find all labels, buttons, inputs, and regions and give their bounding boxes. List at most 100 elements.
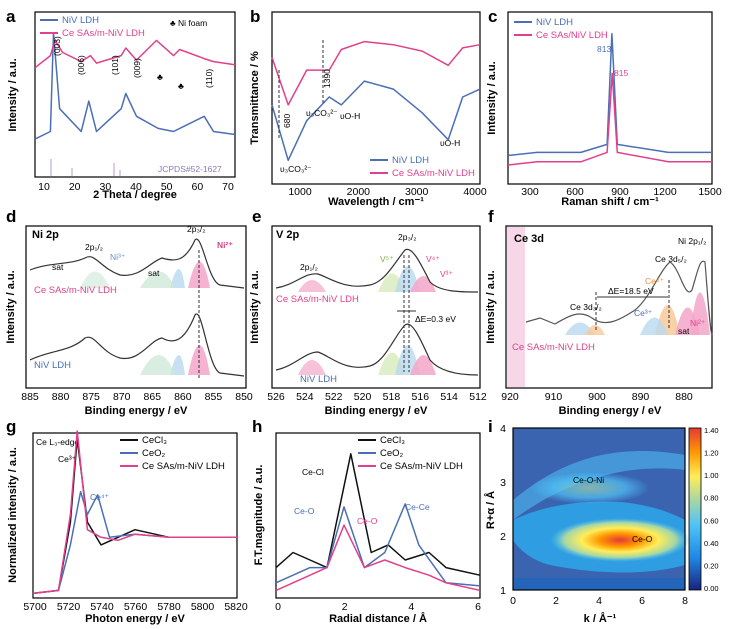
xps-fits-e bbox=[275, 248, 479, 376]
colorbar-tick-7: 1.40 bbox=[704, 426, 719, 435]
y-label-i: R+α / Å bbox=[484, 491, 497, 529]
x-tick-h-3: 6 bbox=[475, 601, 481, 613]
x-tick-c-0: 300 bbox=[521, 186, 539, 198]
x-ticks-e: 526 524 522 520 518 516 514 512 bbox=[267, 391, 487, 403]
y-label-b: Transmittance / % bbox=[249, 51, 261, 145]
x-tick-d-7: 850 bbox=[235, 391, 253, 403]
x-tick-e-7: 512 bbox=[469, 391, 487, 403]
ann-1390: 1390 bbox=[322, 69, 332, 88]
series-line-a-0 bbox=[34, 32, 236, 140]
x-tick-f-1: 910 bbox=[545, 391, 563, 403]
panel-letter-i: i bbox=[488, 417, 493, 436]
fit-ni3-bot bbox=[170, 355, 185, 375]
sample-bot-d: NiV LDH bbox=[34, 360, 71, 371]
title-e: V 2p bbox=[276, 229, 300, 241]
highlight-band-f bbox=[507, 227, 525, 387]
y-label-c: Intensity / a.u. bbox=[486, 61, 498, 134]
x-tick-e-0: 526 bbox=[267, 391, 285, 403]
series-line-c-0 bbox=[507, 32, 712, 157]
x-tick-e-6: 514 bbox=[440, 391, 458, 403]
colorbar-tick-5: 1.00 bbox=[704, 471, 719, 480]
label-ce-o-2: Ce-O bbox=[357, 516, 378, 526]
fit-12-top bbox=[298, 280, 326, 292]
x-tick-a-1: 20 bbox=[69, 181, 81, 193]
xps-fits-d bbox=[29, 238, 245, 380]
series-line-c-1 bbox=[507, 72, 712, 166]
jcpds-label: JCPDS#52-1627 bbox=[158, 164, 222, 174]
colorbar-tick-4: 0.80 bbox=[704, 494, 719, 503]
label-sat-2: sat bbox=[148, 268, 160, 278]
panel-i: i 0 2 4 6 8 1 2 3 4 k / Å⁻¹ R+α / Å Ce-O-Ni Ce-O… bbox=[484, 417, 719, 625]
x-label-d: Binding energy / eV bbox=[85, 405, 188, 417]
peak-009: (009) bbox=[132, 58, 142, 78]
y-label-d: Intensity / a.u. bbox=[5, 270, 17, 343]
fit-ni-12 bbox=[690, 292, 710, 335]
x-tick-g-3: 5760 bbox=[124, 601, 148, 613]
heatmap-ceoni-region bbox=[530, 472, 650, 504]
x-tick-f-4: 880 bbox=[675, 391, 693, 403]
label-sat-1: sat bbox=[52, 262, 64, 272]
x-label-b: Wavelength / cm⁻¹ bbox=[328, 196, 424, 208]
label-ni2: Ni²⁺ bbox=[217, 240, 233, 250]
panel-e: e V 2p 526 524 522 520 518 516 514 512 Binding … bbox=[249, 207, 487, 417]
plot-frame-e bbox=[271, 225, 481, 389]
plot-frame-i bbox=[512, 427, 686, 591]
legend-a: NiV LDH Ce SAs/m-NiV LDH ♣ Ni foam bbox=[40, 15, 207, 39]
axis-ticks-i: 0 2 4 6 8 1 2 3 4 bbox=[500, 423, 688, 607]
x-ticks-b: 1000 2000 3000 4000 bbox=[288, 186, 487, 198]
x-tick-c-4: 1500 bbox=[698, 186, 722, 198]
legend-text-h-2: CeO₂ bbox=[380, 448, 404, 459]
y-label-h: F.T.magnitude / a.u. bbox=[253, 465, 265, 566]
x-label-a: 2 Theta / degree bbox=[93, 189, 177, 201]
x-tick-b-3: 4000 bbox=[463, 186, 487, 198]
fit-ni3-top bbox=[170, 269, 185, 288]
label-ce-3d32: Ce 3d₃/₂ bbox=[570, 302, 602, 312]
sample-top-e: Ce SAs/m-NiV LDH bbox=[276, 294, 359, 305]
legend-text-g-2: CeO₂ bbox=[142, 448, 166, 459]
title-g: Ce L₃-edge bbox=[36, 437, 79, 447]
y-tick-i-3: 4 bbox=[500, 423, 506, 435]
fit-sat-bot bbox=[140, 355, 175, 375]
y-label-g: Normalized intensity / a.u. bbox=[7, 447, 19, 583]
ann-680: 680 bbox=[282, 114, 292, 128]
x-tick-g-0: 5700 bbox=[23, 601, 47, 613]
panel-letter-b: b bbox=[250, 7, 260, 26]
x-label-e: Binding energy / eV bbox=[325, 405, 428, 417]
legend-text-b-1: NiV LDH bbox=[392, 155, 429, 166]
series-group-a bbox=[34, 32, 236, 140]
y-label-e: Intensity / a.u. bbox=[249, 270, 261, 343]
label-sat-f: sat bbox=[678, 326, 690, 336]
peak-813: 813 bbox=[597, 44, 611, 54]
legend-text-h-3: Ce SAs/m-NiV LDH bbox=[380, 461, 463, 472]
x-tick-a-5: 60 bbox=[191, 181, 203, 193]
series-line-b-1 bbox=[271, 40, 481, 106]
x-ticks-h: 0 2 4 6 bbox=[275, 601, 481, 613]
heatmap-field bbox=[513, 451, 690, 590]
label-ce3-g: Ce³⁺ bbox=[58, 454, 77, 464]
colorbar-tick-3: 0.60 bbox=[704, 516, 719, 525]
peak-006: (006) bbox=[76, 55, 86, 75]
colorbar-tick-2: 0.40 bbox=[704, 539, 719, 548]
x-tick-c-1: 600 bbox=[566, 186, 584, 198]
fit-ce-3d32-b bbox=[585, 325, 605, 335]
ni-foam-marker-label: ♣ Ni foam bbox=[170, 18, 207, 28]
legend-g: CeCl₃ CeO₂ Ce SAs/m-NiV LDH bbox=[120, 435, 225, 472]
fit-sat-top bbox=[140, 271, 175, 288]
panel-h: h 0 2 4 6 Radial distance / Å F.T.magnitude… bbox=[252, 417, 481, 625]
label-ce-o-ni: Ce-O-Ni bbox=[573, 475, 604, 485]
series-line-a-1 bbox=[34, 39, 236, 69]
x-tick-b-0: 1000 bbox=[288, 186, 312, 198]
x-tick-i-1: 2 bbox=[553, 595, 559, 607]
x-tick-g-2: 5740 bbox=[90, 601, 114, 613]
colorbar-tick-1: 0.20 bbox=[704, 561, 719, 570]
x-tick-e-4: 518 bbox=[383, 391, 401, 403]
x-tick-h-0: 0 bbox=[275, 601, 281, 613]
peak-110: (110) bbox=[204, 69, 214, 88]
envelope-bot-e bbox=[275, 323, 479, 376]
legend-text-c-1: NiV LDH bbox=[536, 17, 573, 28]
peak-003: (003) bbox=[52, 36, 62, 56]
x-tick-a-0: 10 bbox=[38, 181, 50, 193]
panel-letter-h: h bbox=[252, 417, 262, 436]
label-shift-e: ΔE=0.3 eV bbox=[415, 314, 456, 324]
